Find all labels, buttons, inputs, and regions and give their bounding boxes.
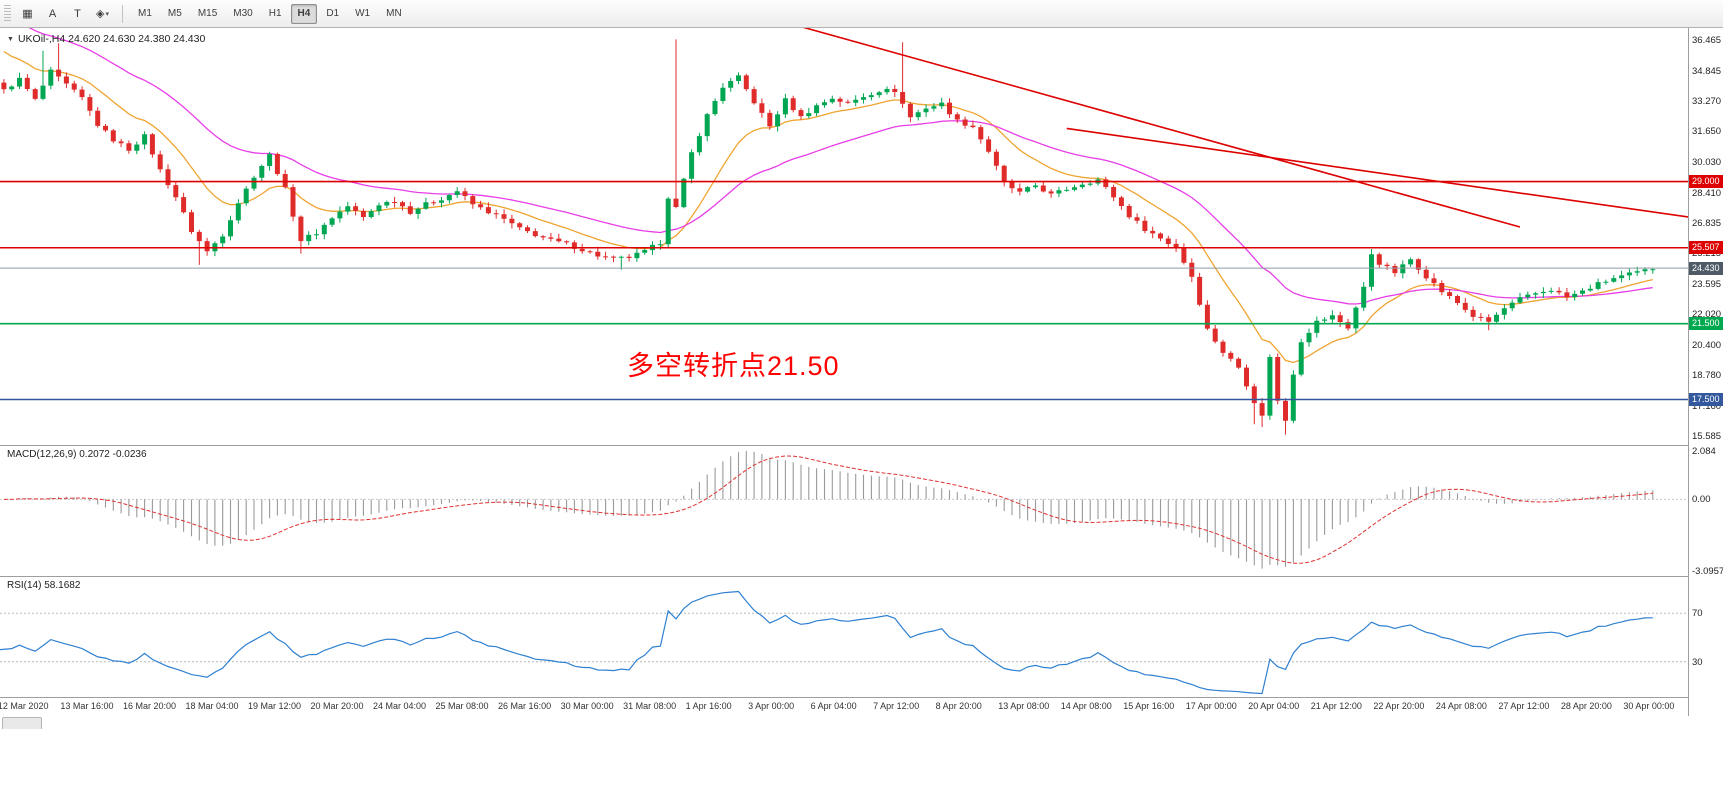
cursor-a-icon: A xyxy=(48,7,57,20)
cursor-tool-button[interactable]: A xyxy=(41,4,64,24)
time-axis-label: 24 Apr 08:00 xyxy=(1435,701,1487,711)
rsi-tick-label: 30 xyxy=(1692,656,1703,668)
time-axis-label: 20 Apr 04:00 xyxy=(1248,701,1300,711)
time-axis-label: 16 Mar 20:00 xyxy=(122,701,176,711)
symbol-collapse-icon[interactable]: ▼ xyxy=(7,36,14,43)
price-tick-label: 26.835 xyxy=(1692,217,1722,229)
rsi-indicator-label: RSI(14) 58.1682 xyxy=(7,580,81,591)
text-tool-button[interactable]: T xyxy=(66,4,89,24)
time-axis-label: 6 Apr 04:00 xyxy=(810,701,857,711)
chart-grid-icon: ▦ xyxy=(22,8,33,20)
rsi-chart-canvas[interactable] xyxy=(0,577,1688,698)
time-axis-label: 25 Mar 08:00 xyxy=(435,701,489,711)
toolbar-grip[interactable] xyxy=(4,4,11,23)
timeframe-d1-button[interactable]: D1 xyxy=(319,4,346,24)
price-line-badge: 21.500 xyxy=(1689,317,1723,331)
macd-chart-canvas[interactable] xyxy=(0,446,1688,576)
time-axis-label: 27 Apr 12:00 xyxy=(1498,701,1550,711)
price-tick-label: 15.585 xyxy=(1692,430,1722,442)
price-axis[interactable]: 36.465 34.845 33.270 31.650 30.030 28.410 26.8… xyxy=(1688,28,1723,716)
price-tick-label: 34.845 xyxy=(1692,65,1722,77)
timeframe-m15-button[interactable]: M15 xyxy=(191,4,224,24)
time-axis-label: 31 Mar 08:00 xyxy=(623,701,677,711)
shapes-icon: ◈ xyxy=(96,8,105,20)
time-axis-label: 3 Apr 00:00 xyxy=(748,701,795,711)
time-axis-label: 28 Apr 20:00 xyxy=(1560,701,1612,711)
price-tick-label: 33.270 xyxy=(1692,95,1722,107)
time-axis-label: 21 Apr 12:00 xyxy=(1310,701,1362,711)
symbol-ohlc-text: UKOil-,H4 24.620 24.630 24.380 24.430 xyxy=(17,33,206,45)
time-axis-label: 1 Apr 16:00 xyxy=(685,701,732,711)
symbol-header: ▼ UKOil-,H4 24.620 24.630 24.380 24.430 xyxy=(7,33,205,45)
price-chart-canvas[interactable] xyxy=(0,28,1688,445)
timeframe-m1-button[interactable]: M1 xyxy=(131,4,159,24)
macd-tick-label: 0.00 xyxy=(1692,494,1711,506)
time-axis-label: 13 Mar 16:00 xyxy=(60,701,114,711)
price-tick-label: 17.160 xyxy=(1692,400,1722,412)
panel-separator[interactable] xyxy=(0,445,1723,446)
rsi-line xyxy=(0,590,1653,695)
fast-ma-line xyxy=(3,50,1653,364)
price-line-badge: 24.430 xyxy=(1689,261,1723,275)
chart-text-annotation[interactable]: 多空转折点21.50 xyxy=(627,351,840,381)
time-axis-label: 24 Mar 04:00 xyxy=(373,701,427,711)
macd-signal-line xyxy=(3,455,1653,564)
toolbar: ▦ A T ◈ ▾ M1 M5 M15 M30 H1 H4 D1 W1 MN xyxy=(0,0,1723,28)
chart-grid-button[interactable]: ▦ xyxy=(16,4,39,24)
rsi-tick-label: 70 xyxy=(1692,608,1703,620)
panel-separator[interactable] xyxy=(0,576,1723,577)
time-axis-label: 13 Apr 08:00 xyxy=(998,701,1050,711)
macd-tick-label: -3.0957 xyxy=(1692,566,1723,578)
text-tool-icon: T xyxy=(74,7,81,20)
time-axis-label: 20 Mar 20:00 xyxy=(310,701,364,711)
time-axis-label: 8 Apr 20:00 xyxy=(935,701,982,711)
time-axis-label: 30 Apr 00:00 xyxy=(1623,701,1675,711)
price-tick-label: 22.020 xyxy=(1692,308,1722,320)
price-tick-label: 28.410 xyxy=(1692,187,1722,199)
time-axis[interactable]: 12 Mar 2020 13 Mar 16:00 16 Mar 20:00 18 Ma… xyxy=(0,698,1688,715)
chart-tab[interactable] xyxy=(2,717,42,729)
timeframe-mn-button[interactable]: MN xyxy=(379,4,409,24)
panel-separator xyxy=(0,697,1723,698)
time-axis-label: 17 Apr 00:00 xyxy=(1185,701,1237,711)
price-tick-label: 20.400 xyxy=(1692,339,1722,351)
time-axis-label: 15 Apr 16:00 xyxy=(1123,701,1175,711)
timeframe-h4-button[interactable]: H4 xyxy=(290,3,318,24)
bottom-strip xyxy=(0,716,1723,729)
timeframe-h1-button[interactable]: H1 xyxy=(262,4,289,24)
price-tick-label: 36.465 xyxy=(1692,35,1722,47)
time-axis-label: 26 Mar 16:00 xyxy=(498,701,552,711)
time-axis-label: 18 Mar 04:00 xyxy=(185,701,239,711)
price-tick-label: 18.780 xyxy=(1692,370,1722,382)
price-tick-label: 31.650 xyxy=(1692,126,1722,138)
chevron-down-icon: ▾ xyxy=(105,10,109,18)
price-tick-label: 23.595 xyxy=(1692,278,1722,290)
slow-ma-line xyxy=(28,28,1653,305)
shapes-tool-button[interactable]: ◈ ▾ xyxy=(91,4,114,24)
macd-indicator-label: MACD(12,26,9) 0.2072 -0.0236 xyxy=(7,449,147,460)
price-line-badge: 17.500 xyxy=(1689,393,1723,406)
time-axis-label: 7 Apr 12:00 xyxy=(873,701,920,711)
time-axis-label: 12 Mar 2020 xyxy=(0,701,49,711)
price-line-badge: 25.507 xyxy=(1689,241,1723,255)
time-axis-label: 19 Mar 12:00 xyxy=(247,701,302,711)
time-axis-label: 30 Mar 00:00 xyxy=(560,701,614,711)
macd-histogram xyxy=(11,450,1654,569)
trend-line xyxy=(1066,127,1688,218)
price-line-badge: 29.000 xyxy=(1689,175,1723,189)
trend-line xyxy=(802,28,1521,228)
time-axis-label: 22 Apr 20:00 xyxy=(1373,701,1425,711)
timeframe-m5-button[interactable]: M5 xyxy=(161,4,189,24)
timeframe-w1-button[interactable]: W1 xyxy=(348,4,377,24)
timeframe-m30-button[interactable]: M30 xyxy=(226,4,259,24)
toolbar-separator xyxy=(122,4,123,23)
macd-tick-label: 2.084 xyxy=(1692,446,1716,457)
time-axis-label: 14 Apr 08:00 xyxy=(1060,701,1112,711)
price-tick-label: 30.030 xyxy=(1692,157,1722,168)
